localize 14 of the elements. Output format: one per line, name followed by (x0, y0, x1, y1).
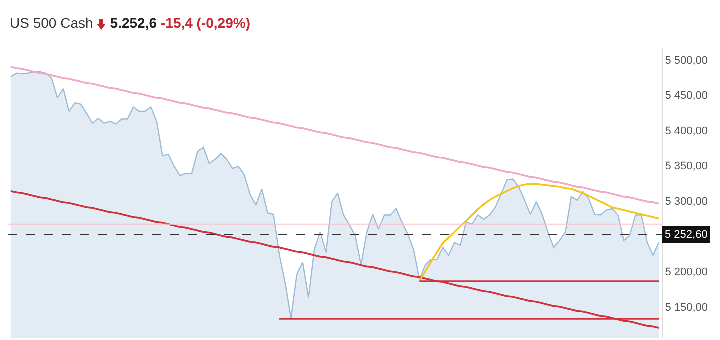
chart-title: US 500 Cash (10, 15, 94, 31)
line-series (10, 190, 660, 330)
line-series (418, 183, 660, 282)
ref-line-label: 5 252,60 (665, 229, 708, 241)
text: -15,4 (-0,29%) (161, 15, 250, 31)
y-tick-label: 5 150,00 (665, 302, 708, 314)
text: 5.252,6 (110, 15, 157, 31)
y-tick-label: 5 300,00 (665, 196, 708, 208)
y-tick-label: 5 200,00 (665, 266, 708, 279)
y-tick-label: 5 350,00 (665, 160, 708, 173)
line-series (10, 66, 660, 205)
y-tick-label: 5 400,00 (665, 125, 708, 138)
y-tick-label: 5 500,00 (665, 54, 708, 67)
y-tick-label: 5 450,00 (665, 90, 708, 102)
